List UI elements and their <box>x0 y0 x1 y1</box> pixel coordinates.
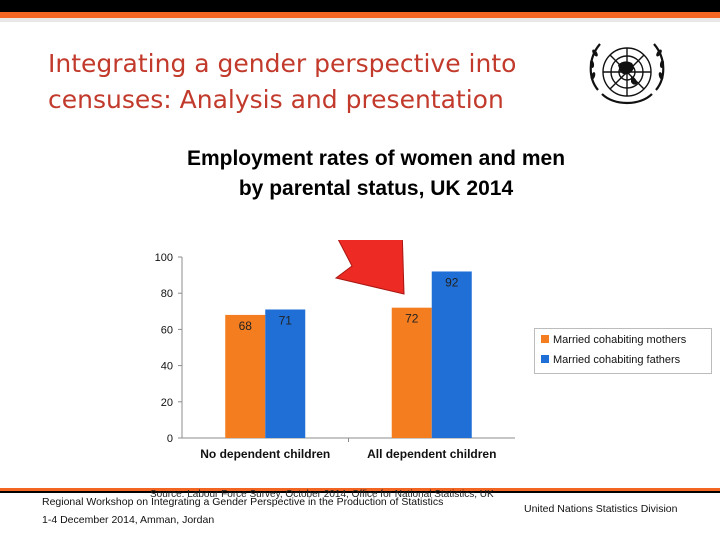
bar-value-label: 72 <box>405 312 419 326</box>
legend-item-mothers: Married cohabiting mothers <box>541 333 686 347</box>
bar-fathers <box>431 271 472 438</box>
legend-item-fathers: Married cohabiting fathers <box>541 353 680 367</box>
legend-label-mothers: Married cohabiting mothers <box>553 334 687 346</box>
top-thin-bar <box>0 18 720 22</box>
un-emblem-icon <box>589 43 665 105</box>
bar-mothers <box>391 307 432 438</box>
bar-value-label: 92 <box>445 275 459 289</box>
footer-event-title: Regional Workshop on Integrating a Gende… <box>42 496 444 508</box>
slide-title-line-1: Integrating a gender perspective into <box>48 49 517 78</box>
footer-dark-line <box>0 491 720 493</box>
bar-mothers <box>225 314 266 438</box>
bar-fathers <box>265 309 306 438</box>
x-category-label: All dependent children <box>367 447 496 461</box>
chart-title-line-1: Employment rates of women and men <box>186 147 566 170</box>
footer-event-date: 1-4 December 2014, Amman, Jordan <box>42 514 215 526</box>
y-tick-label: 40 <box>161 361 173 373</box>
y-tick-label: 20 <box>161 397 173 409</box>
chart-bars <box>225 271 472 438</box>
chart-labels: 68 71 No dependent children 72 92 All depende… <box>200 275 496 461</box>
y-tick-label: 100 <box>155 252 173 264</box>
x-category-label: No dependent children <box>200 447 330 461</box>
annotation-arrow-icon <box>334 240 405 295</box>
legend-label-fathers: Married cohabiting fathers <box>553 354 681 366</box>
footer-organization: United Nations Statistics Division <box>524 503 678 515</box>
top-accent-bar <box>0 12 720 18</box>
footer-accent-line <box>0 488 720 491</box>
chart-legend: Married cohabiting mothers Married cohab… <box>534 328 712 374</box>
bar-chart: 0 20 40 60 80 100 68 71 No dependent children 72… <box>155 240 515 461</box>
slide-title-line-2: censuses: Analysis and presentation <box>48 85 504 114</box>
slide-title: Integrating a gender perspective into ce… <box>48 46 568 118</box>
chart-source: Source: Labour Force Survey, October 201… <box>150 489 494 500</box>
y-tick-label: 80 <box>161 288 173 300</box>
legend-swatch-mothers <box>541 335 549 344</box>
bar-value-label: 68 <box>239 319 253 333</box>
chart-title-line-2: by parental status, UK 2014 <box>238 177 514 200</box>
top-bar <box>0 0 720 12</box>
y-tick-label: 60 <box>161 324 173 336</box>
bar-value-label: 71 <box>279 313 293 327</box>
chart-title: Employment rates of women and men by par… <box>120 144 632 204</box>
legend-swatch-fathers <box>541 355 549 364</box>
y-tick-label: 0 <box>167 433 173 445</box>
